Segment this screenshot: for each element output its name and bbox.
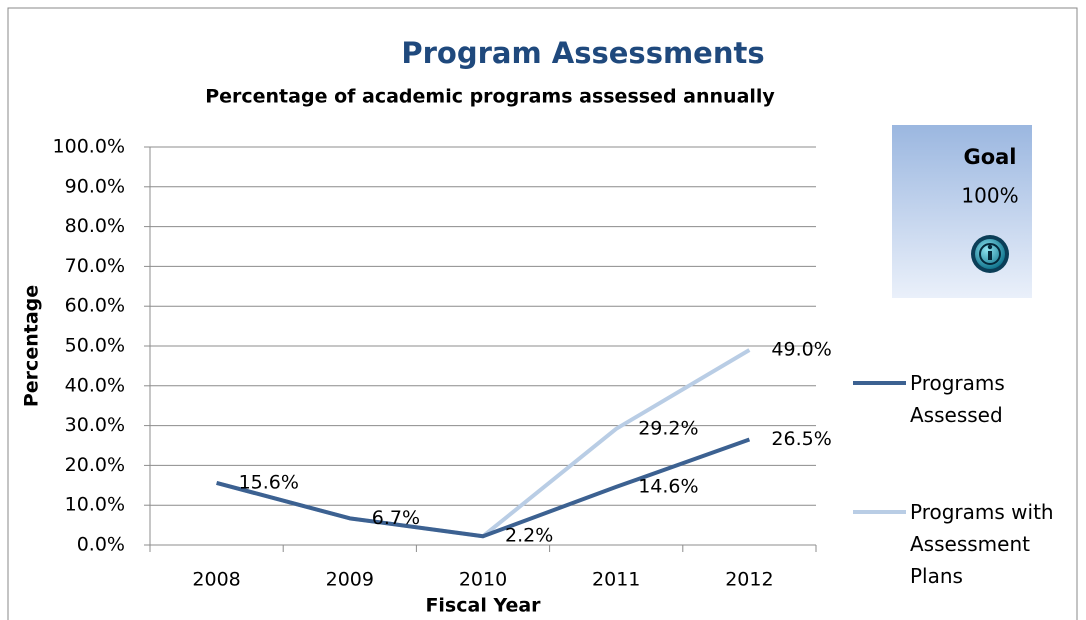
y-tick-label: 40.0%	[65, 374, 125, 396]
chart-title: Program Assessments	[401, 36, 764, 70]
chart-subtitle: Percentage of academic programs assessed…	[205, 86, 775, 108]
y-tick-label: 100.0%	[53, 136, 125, 158]
x-tick-label: 2008	[192, 569, 240, 591]
data-label: 15.6%	[239, 471, 299, 493]
series-line	[216, 437, 751, 539]
data-label: 49.0%	[771, 338, 831, 360]
x-axis-label: Fiscal Year	[425, 595, 541, 617]
goal-value: 100%	[961, 184, 1018, 208]
y-tick-label: 90.0%	[65, 175, 125, 197]
frame	[7, 7, 1078, 620]
legend-label: Programs Assessed	[910, 371, 1005, 427]
y-tick-label: 0.0%	[77, 534, 125, 556]
x-tick-label: 2010	[459, 569, 507, 591]
series-line	[216, 348, 751, 539]
x-tick-label: 2009	[326, 569, 374, 591]
y-tick-label: 30.0%	[65, 414, 125, 436]
data-label: 29.2%	[638, 417, 698, 439]
info-icon[interactable]	[971, 235, 1009, 273]
y-tick-label: 20.0%	[65, 454, 125, 476]
y-tick-label: 50.0%	[65, 335, 125, 357]
y-tick-label: 80.0%	[65, 215, 125, 237]
y-tick-label: 70.0%	[65, 255, 125, 277]
y-axis-label: Percentage	[21, 285, 43, 407]
x-tick-label: 2012	[725, 569, 773, 591]
data-label: 14.6%	[638, 475, 698, 497]
data-label: 26.5%	[771, 428, 831, 450]
data-label: 2.2%	[505, 525, 553, 547]
legend-label: Programs with Assessment Plans	[910, 500, 1054, 588]
x-tick-label: 2011	[592, 569, 640, 591]
goal-box	[892, 125, 1032, 298]
y-tick-label: 60.0%	[65, 295, 125, 317]
goal-title: Goal	[963, 145, 1016, 169]
y-tick-label: 10.0%	[65, 494, 125, 516]
data-label: 6.7%	[372, 507, 420, 529]
